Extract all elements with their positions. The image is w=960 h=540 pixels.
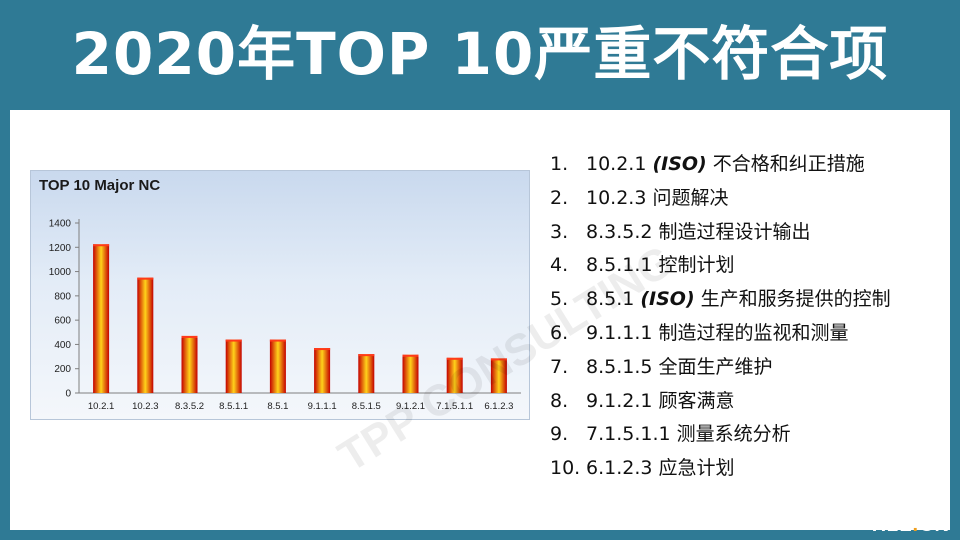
bar: [181, 335, 198, 393]
list-item-clause: 9.1.1.1: [586, 321, 653, 344]
list-item-number: 10.: [550, 457, 581, 480]
x-tick-label: 9.1.2.1: [396, 401, 425, 412]
list-item: 1. 10.2.1 (ISO) 不合格和纠正措施: [550, 148, 950, 182]
y-tick-label: 0: [65, 389, 71, 400]
bar: [446, 357, 463, 393]
list-item-text: 应急计划: [658, 457, 735, 480]
y-tick-label: 400: [54, 340, 71, 351]
site-logo: H2L.CN: [872, 512, 950, 538]
bar-top-cap: [446, 357, 463, 360]
list-item-text: 制造过程的监视和测量: [658, 321, 849, 344]
list-item: 9. 7.1.5.1.1 测量系统分析: [550, 418, 950, 452]
x-tick-label: 8.3.5.2: [175, 401, 204, 412]
list-item-text: 不合格和纠正措施: [712, 153, 865, 175]
list-item-text: 顾客满意: [658, 389, 735, 412]
chart-container: 0 200 400 600 800 1000 1200 1400 10.2.1 10.2.3 8.3…: [30, 170, 530, 420]
bar: [402, 354, 419, 393]
bar: [314, 348, 331, 393]
y-tick-label: 800: [54, 291, 71, 302]
list-item-number: 3.: [550, 220, 569, 243]
bar-top-cap: [314, 348, 331, 351]
list-item-clause: 9.1.2.1: [586, 389, 653, 412]
list-item-text: 生产和服务提供的控制: [700, 288, 891, 311]
list-item-number: 6.: [550, 321, 569, 344]
page-title: 2020年TOP 10严重不符合项: [71, 20, 889, 88]
y-tick-label: 1200: [49, 243, 72, 254]
bar-top-cap: [225, 339, 242, 342]
list-item-text: 全面生产维护: [658, 355, 773, 378]
bar-top-cap: [269, 339, 286, 342]
list-item: 8. 9.1.2.1 顾客满意: [550, 385, 950, 419]
x-tick-label: 10.2.3: [132, 401, 158, 412]
list-item: 5. 8.5.1 (ISO) 生产和服务提供的控制: [550, 283, 950, 317]
bar-top-cap: [181, 335, 198, 338]
bar: [225, 339, 242, 393]
bar: [490, 358, 507, 393]
y-tick-label: 1000: [49, 267, 72, 278]
x-tick-label: 6.1.2.3: [484, 401, 513, 412]
logo-dot: .: [912, 514, 920, 536]
list-item-clause: 7.1.5.1.1: [586, 423, 671, 446]
list-item-iso-tag: (ISO): [640, 288, 695, 311]
bar: [269, 339, 286, 393]
list-item-number: 8.: [550, 389, 569, 412]
chart-title: TOP 10 Major NC: [39, 177, 161, 194]
list-item: 4. 8.5.1.1 控制计划: [550, 249, 950, 283]
list-item: 7. 8.5.1.5 全面生产维护: [550, 351, 950, 385]
x-tick-label: 7.1.5.1.1: [436, 401, 473, 412]
list-item: 6. 9.1.1.1 制造过程的监视和测量: [550, 317, 950, 351]
y-tick-label: 200: [54, 364, 71, 375]
bar-top-cap: [137, 277, 154, 280]
list-item-clause: 8.3.5.2: [586, 220, 653, 243]
bar-top-cap: [490, 358, 507, 361]
list-item-clause: 10.2.3: [586, 186, 647, 209]
list-item-number: 9.: [550, 423, 569, 446]
list-item-text: 控制计划: [658, 254, 735, 277]
list-item-clause: 8.5.1.5: [586, 355, 653, 378]
x-tick-label: 9.1.1.1: [308, 401, 337, 412]
list-item-clause: 8.5.1: [586, 288, 635, 311]
list-item-number: 7.: [550, 355, 569, 378]
list-item: 3. 8.3.5.2 制造过程设计输出: [550, 216, 950, 250]
x-tick-label: 10.2.1: [88, 401, 114, 412]
x-tick-label: 8.5.1: [267, 401, 288, 412]
bar-top-cap: [358, 354, 375, 357]
bar: [93, 244, 110, 393]
list-item: 2. 10.2.3 问题解决: [550, 182, 950, 216]
list-item-number: 2.: [550, 186, 569, 209]
list-item-text: 问题解决: [652, 186, 729, 209]
list-item-clause: 8.5.1.1: [586, 254, 653, 277]
bar-top-cap: [93, 244, 110, 247]
bar-chart: 0 200 400 600 800 1000 1200 1400 10.2.1 10.2.3 8.3…: [49, 219, 521, 412]
x-tick-label: 8.5.1.5: [352, 401, 381, 412]
list-item-number: 5.: [550, 288, 569, 311]
list-item-clause: 10.2.1: [586, 153, 647, 175]
content-panel: 0 200 400 600 800 1000 1200 1400 10.2.1 10.2.3 8.3…: [10, 110, 950, 530]
x-tick-label: 8.5.1.1: [219, 401, 248, 412]
y-tick-label: 1400: [49, 219, 72, 230]
list-item-text: 测量系统分析: [676, 423, 791, 446]
y-tick-label: 600: [54, 316, 71, 327]
list-item-number: 4.: [550, 254, 569, 277]
list-item-clause: 6.1.2.3: [586, 457, 653, 480]
list-item-iso-tag: (ISO): [652, 153, 707, 175]
bar: [137, 277, 154, 393]
logo-main: H2L: [871, 514, 913, 536]
title-bar: 2020年TOP 10严重不符合项: [0, 0, 960, 108]
list-item-text: 制造过程设计输出: [658, 220, 811, 243]
bar: [358, 354, 375, 393]
logo-tld: CN: [919, 514, 950, 536]
list-item-number: 1.: [550, 153, 569, 175]
list-item: 10. 6.1.2.3 应急计划: [550, 452, 950, 486]
nc-list: 1. 10.2.1 (ISO) 不合格和纠正措施 2. 10.2.3 问题解决 3. 8.3.5…: [550, 148, 950, 486]
bar-top-cap: [402, 354, 419, 357]
